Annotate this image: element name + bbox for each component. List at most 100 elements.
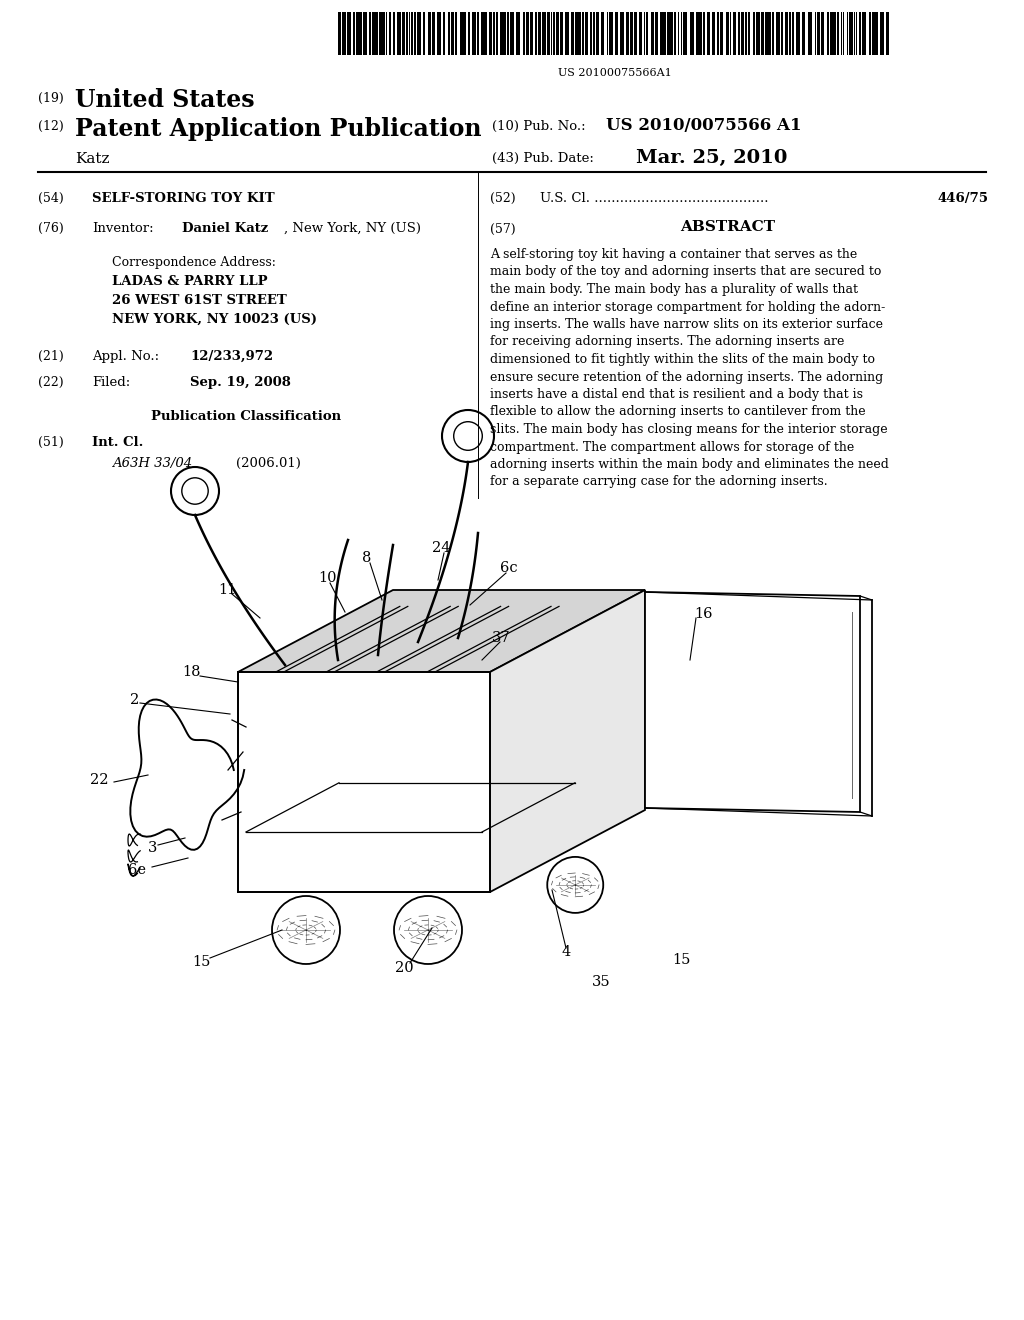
Text: 37: 37 bbox=[492, 631, 511, 645]
Text: (43) Pub. Date:: (43) Pub. Date: bbox=[492, 152, 594, 165]
Bar bbox=[526, 12, 529, 55]
Text: for receiving adorning inserts. The adorning inserts are: for receiving adorning inserts. The ador… bbox=[490, 335, 845, 348]
Bar bbox=[880, 12, 884, 55]
Bar bbox=[785, 12, 788, 55]
Bar bbox=[565, 12, 569, 55]
Text: Daniel Katz: Daniel Katz bbox=[182, 222, 268, 235]
Text: A self-storing toy kit having a container that serves as the: A self-storing toy kit having a containe… bbox=[490, 248, 857, 261]
Circle shape bbox=[272, 896, 340, 964]
Text: 10: 10 bbox=[318, 572, 337, 585]
Bar bbox=[538, 12, 541, 55]
Text: A63H 33/04: A63H 33/04 bbox=[112, 457, 193, 470]
Text: (21): (21) bbox=[38, 350, 63, 363]
Bar bbox=[776, 12, 780, 55]
Circle shape bbox=[394, 896, 462, 964]
Text: 8: 8 bbox=[362, 550, 372, 565]
Bar bbox=[626, 12, 629, 55]
Bar bbox=[830, 12, 836, 55]
Bar bbox=[432, 12, 435, 55]
Bar bbox=[792, 12, 794, 55]
Bar bbox=[356, 12, 362, 55]
Bar bbox=[496, 12, 498, 55]
Bar bbox=[660, 12, 666, 55]
Text: Int. Cl.: Int. Cl. bbox=[92, 436, 143, 449]
Bar bbox=[556, 12, 559, 55]
Bar bbox=[849, 12, 853, 55]
Bar bbox=[500, 12, 506, 55]
Text: define an interior storage compartment for holding the adorn-: define an interior storage compartment f… bbox=[490, 301, 886, 314]
Text: (12): (12) bbox=[38, 120, 63, 133]
Bar bbox=[560, 12, 563, 55]
Bar bbox=[696, 12, 702, 55]
Text: United States: United States bbox=[75, 88, 255, 112]
Polygon shape bbox=[490, 590, 645, 892]
Text: 16: 16 bbox=[694, 607, 713, 620]
Text: (76): (76) bbox=[38, 222, 63, 235]
Bar bbox=[886, 12, 889, 55]
Text: dimensioned to fit tightly within the slits of the main body to: dimensioned to fit tightly within the sl… bbox=[490, 352, 874, 366]
Bar bbox=[362, 12, 367, 55]
Text: slits. The main body has closing means for the interior storage: slits. The main body has closing means f… bbox=[490, 422, 888, 436]
Text: , New York, NY (US): , New York, NY (US) bbox=[284, 222, 421, 235]
Bar bbox=[765, 12, 771, 55]
Text: (2006.01): (2006.01) bbox=[236, 457, 301, 470]
Bar bbox=[338, 12, 341, 55]
Text: U.S. Cl. .........................................: U.S. Cl. ...............................… bbox=[540, 191, 768, 205]
Bar bbox=[575, 12, 581, 55]
Text: (57): (57) bbox=[490, 223, 516, 236]
Bar bbox=[772, 12, 774, 55]
Bar bbox=[582, 12, 584, 55]
Bar bbox=[472, 12, 476, 55]
Text: LADAS & PARRY LLP: LADAS & PARRY LLP bbox=[112, 275, 267, 288]
Bar bbox=[402, 12, 406, 55]
Bar bbox=[790, 12, 791, 55]
Bar bbox=[530, 12, 534, 55]
Bar bbox=[423, 12, 425, 55]
Text: Correspondence Address:: Correspondence Address: bbox=[112, 256, 275, 269]
Bar bbox=[353, 12, 355, 55]
Bar bbox=[717, 12, 719, 55]
Bar bbox=[748, 12, 750, 55]
Text: 446/75: 446/75 bbox=[938, 191, 989, 205]
Bar bbox=[620, 12, 624, 55]
Bar bbox=[655, 12, 658, 55]
Bar bbox=[630, 12, 633, 55]
Bar bbox=[428, 12, 431, 55]
Bar bbox=[593, 12, 595, 55]
Text: US 20100075566A1: US 20100075566A1 bbox=[558, 69, 672, 78]
Bar bbox=[741, 12, 744, 55]
Bar bbox=[683, 12, 687, 55]
Bar bbox=[646, 12, 648, 55]
Bar bbox=[802, 12, 805, 55]
Bar bbox=[468, 12, 470, 55]
Bar bbox=[837, 12, 839, 55]
Polygon shape bbox=[238, 590, 645, 672]
Text: 3: 3 bbox=[148, 841, 158, 855]
Text: Sep. 19, 2008: Sep. 19, 2008 bbox=[190, 376, 291, 389]
Bar bbox=[733, 12, 736, 55]
Polygon shape bbox=[645, 591, 860, 812]
Text: 6e: 6e bbox=[128, 863, 146, 876]
Bar bbox=[821, 12, 824, 55]
Bar bbox=[720, 12, 723, 55]
Bar bbox=[634, 12, 637, 55]
Text: compartment. The compartment allows for storage of the: compartment. The compartment allows for … bbox=[490, 441, 854, 454]
Text: 4: 4 bbox=[562, 945, 571, 960]
Text: (22): (22) bbox=[38, 376, 63, 389]
Text: (54): (54) bbox=[38, 191, 63, 205]
Text: for a separate carrying case for the adorning inserts.: for a separate carrying case for the ado… bbox=[490, 475, 827, 488]
Bar bbox=[481, 12, 487, 55]
Text: 35: 35 bbox=[592, 975, 610, 989]
Bar bbox=[417, 12, 421, 55]
Text: (10) Pub. No.:: (10) Pub. No.: bbox=[492, 120, 586, 133]
Text: Appl. No.:: Appl. No.: bbox=[92, 350, 159, 363]
Bar bbox=[535, 12, 537, 55]
Bar bbox=[393, 12, 395, 55]
Bar bbox=[571, 12, 574, 55]
Text: Inventor:: Inventor: bbox=[92, 222, 154, 235]
Bar bbox=[615, 12, 618, 55]
Bar bbox=[493, 12, 495, 55]
Bar bbox=[542, 12, 546, 55]
Bar bbox=[674, 12, 676, 55]
Bar bbox=[756, 12, 760, 55]
